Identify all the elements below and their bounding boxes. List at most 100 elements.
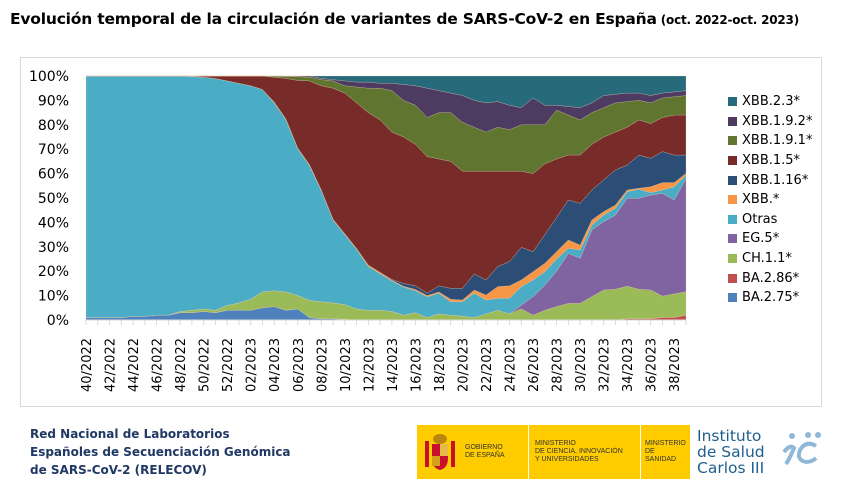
- y-tick-label: 60%: [38, 167, 69, 183]
- legend-item: XBB.2.3*: [728, 92, 812, 112]
- legend-label: XBB.1.5*: [742, 153, 801, 169]
- y-tick-label: 90%: [38, 93, 69, 109]
- footer-line-1: Red Nacional de Laboratorios: [30, 427, 230, 441]
- axes: 0% 10% 20% 30% 40% 50% 60% 70% 80% 90% 100% 40/2022…: [29, 69, 687, 392]
- x-tick-label: 18/2023: [433, 338, 448, 392]
- x-tick-label: 14/2023: [386, 338, 401, 392]
- gobierno-line-2: DE ESPAÑA: [465, 452, 505, 459]
- y-tick-label: 20%: [38, 264, 69, 280]
- area-layers: [85, 75, 687, 321]
- y-tick-label: 10%: [38, 289, 69, 305]
- y-tick-label: 30%: [38, 240, 69, 256]
- legend-swatch: [728, 293, 737, 303]
- legend-label: XBB.2.3*: [742, 94, 801, 110]
- legend-label: XBB.1.16*: [742, 172, 809, 188]
- x-tick-label: 34/2023: [621, 338, 636, 392]
- y-tick-label: 0%: [47, 313, 69, 329]
- legend-swatch: [728, 156, 737, 166]
- area-xbb-2-3: [86, 75, 687, 108]
- ministerio-sanidad-logo: MINISTERIO DE SANIDAD: [641, 425, 690, 479]
- legend-label: BA.2.86*: [742, 270, 800, 286]
- coat-of-arms-icon: [425, 434, 455, 470]
- title-sub: (oct. 2022-oct. 2023): [660, 13, 799, 27]
- y-tick-label: 100%: [29, 69, 69, 85]
- legend-label: EG.5*: [742, 231, 780, 247]
- footer-line-3: de SARS-CoV-2 (RELECOV): [30, 463, 207, 477]
- legend-item: XBB.*: [728, 190, 812, 210]
- x-tick-label: 42/2022: [104, 338, 119, 392]
- legend-item: XBB.1.5*: [728, 151, 812, 171]
- gobierno-logo-banner: GOBIERNO DE ESPAÑA MINISTERIO DE CIENCIA, …: [417, 425, 690, 479]
- legend-item: Otras: [728, 210, 812, 230]
- legend-swatch: [728, 214, 737, 224]
- legend-swatch: [728, 234, 737, 244]
- x-tick-label: 08/2023: [315, 338, 330, 392]
- ministerio-ciencia-logo: MINISTERIO DE CIENCIA, INNOVACIÓN Y UNIVER…: [529, 425, 641, 479]
- x-tick-label: 50/2022: [198, 338, 213, 392]
- ciencia-line-2: DE CIENCIA, INNOVACIÓN: [535, 448, 623, 455]
- legend-swatch: [728, 97, 737, 107]
- isciii-logo-text: Instituto de Salud Carlos III: [697, 428, 765, 476]
- legend-label: XBB.1.9.1*: [742, 133, 813, 149]
- x-tick-label: 44/2022: [127, 338, 142, 392]
- x-tick-label: 30/2023: [574, 338, 589, 392]
- legend-swatch: [728, 195, 737, 205]
- x-tick-label: 12/2023: [362, 338, 377, 392]
- x-tick-label: 52/2022: [221, 338, 236, 392]
- isciii-line-2: de Salud: [697, 443, 765, 461]
- sanidad-line-2: DE SANIDAD: [645, 448, 677, 463]
- x-tick-label: 22/2023: [480, 338, 495, 392]
- chart-frame: [20, 57, 822, 407]
- legend-item: BA.2.86*: [728, 268, 812, 288]
- x-tick-label: 02/2023: [245, 338, 260, 392]
- ciencia-line-1: MINISTERIO: [535, 440, 576, 447]
- chart-title: Evolución temporal de la circulación de …: [10, 10, 799, 28]
- ciencia-line-3: Y UNIVERSIDADES: [535, 456, 599, 463]
- legend-swatch: [728, 273, 737, 283]
- x-tick-label: 38/2023: [668, 338, 683, 392]
- legend-label: BA.2.75*: [742, 290, 800, 306]
- isciii-logo-icon: [782, 432, 821, 466]
- legend-item: XBB.1.9.2*: [728, 112, 812, 132]
- legend-swatch: [728, 116, 737, 126]
- x-tick-label: 40/2022: [80, 338, 95, 392]
- x-tick-label: 26/2023: [527, 338, 542, 392]
- y-tick-label: 50%: [38, 191, 69, 207]
- legend-label: XBB.*: [742, 192, 780, 208]
- y-tick-label: 80%: [38, 118, 69, 134]
- x-tick-label: 04/2023: [268, 338, 283, 392]
- gobierno-de-espana-logo: GOBIERNO DE ESPAÑA: [417, 425, 529, 479]
- isciii-line-3: Carlos III: [697, 459, 765, 477]
- legend-item: XBB.1.9.1*: [728, 131, 812, 151]
- x-tick-label: 46/2022: [151, 338, 166, 392]
- x-tick-label: 10/2023: [339, 338, 354, 392]
- footer-line-2: Españoles de Secuenciación Genómica: [30, 445, 291, 459]
- relecov-label: Red Nacional de Laboratorios Españoles d…: [30, 425, 291, 479]
- legend-item: EG.5*: [728, 229, 812, 249]
- y-tick-label: 70%: [38, 142, 69, 158]
- x-tick-label: 06/2023: [292, 338, 307, 392]
- legend-swatch: [728, 175, 737, 185]
- gobierno-line-1: GOBIERNO: [465, 444, 503, 451]
- x-tick-label: 24/2023: [504, 338, 519, 392]
- x-tick-label: 32/2023: [598, 338, 613, 392]
- legend-item: XBB.1.16*: [728, 170, 812, 190]
- x-tick-label: 20/2023: [456, 338, 471, 392]
- x-tick-label: 28/2023: [551, 338, 566, 392]
- legend-swatch: [728, 136, 737, 146]
- x-tick-label: 36/2023: [645, 338, 660, 392]
- title-main: Evolución temporal de la circulación de …: [10, 10, 657, 28]
- x-tick-label: 48/2022: [174, 338, 189, 392]
- legend: XBB.2.3* XBB.1.9.2* XBB.1.9.1* XBB.1.5* XBB.…: [728, 92, 812, 308]
- legend-label: CH.1.1*: [742, 251, 792, 267]
- legend-label: Otras: [742, 211, 778, 227]
- x-tick-label: 16/2023: [409, 338, 424, 392]
- legend-swatch: [728, 254, 737, 264]
- legend-label: XBB.1.9.2*: [742, 113, 813, 129]
- sanidad-line-1: MINISTERIO: [645, 440, 686, 447]
- legend-item: BA.2.75*: [728, 288, 812, 308]
- y-tick-label: 40%: [38, 215, 69, 231]
- isciii-line-1: Instituto: [697, 427, 762, 445]
- legend-item: CH.1.1*: [728, 249, 812, 269]
